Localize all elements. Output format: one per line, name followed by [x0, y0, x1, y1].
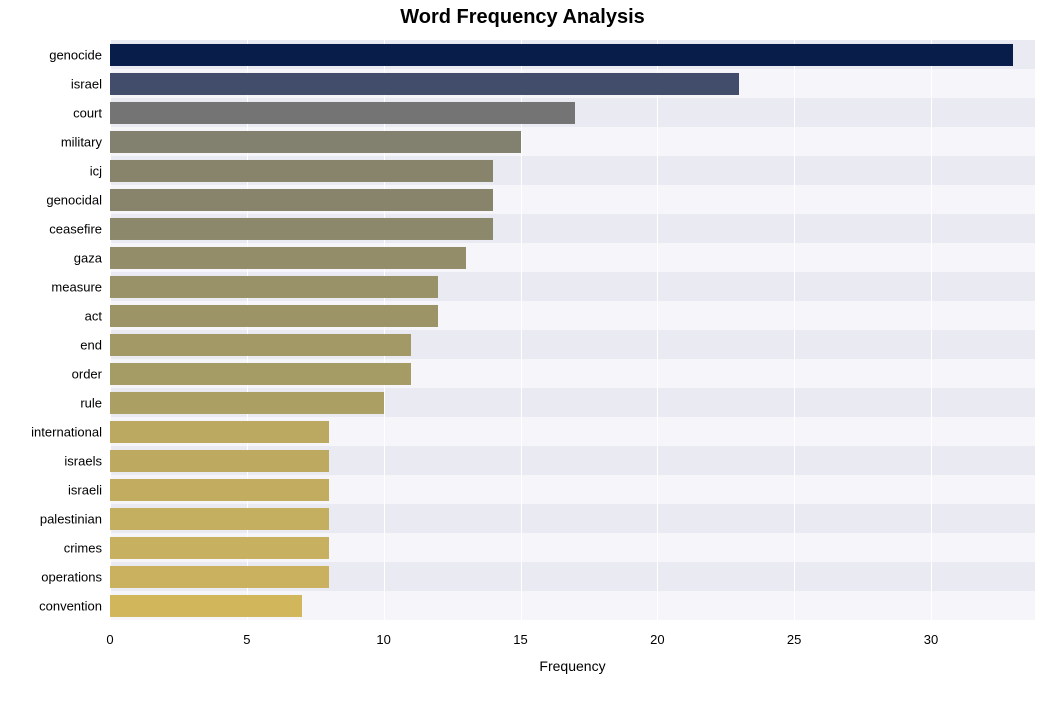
bar-row: act	[110, 301, 1035, 330]
y-label: court	[73, 105, 110, 120]
bar-row: operations	[110, 562, 1035, 591]
bar	[110, 101, 575, 123]
bar	[110, 188, 493, 210]
bar	[110, 594, 302, 616]
bar-row: crimes	[110, 533, 1035, 562]
y-label: ceasefire	[49, 221, 110, 236]
x-tick: 15	[513, 620, 527, 647]
bar-row: genocidal	[110, 185, 1035, 214]
bar-row: end	[110, 330, 1035, 359]
bar-row: israel	[110, 69, 1035, 98]
bar	[110, 159, 493, 181]
bar	[110, 275, 438, 297]
bar-row: international	[110, 417, 1035, 446]
bar-row: palestinian	[110, 504, 1035, 533]
x-tick: 10	[376, 620, 390, 647]
bar	[110, 217, 493, 239]
bar	[110, 449, 329, 471]
bar-row: ceasefire	[110, 214, 1035, 243]
bar	[110, 478, 329, 500]
y-label: israeli	[68, 482, 110, 497]
x-tick: 25	[787, 620, 801, 647]
gridline	[657, 40, 658, 620]
y-label: gaza	[74, 250, 110, 265]
gridline	[384, 40, 385, 620]
bar	[110, 391, 384, 413]
x-tick: 0	[106, 620, 113, 647]
y-label: palestinian	[40, 511, 110, 526]
bar	[110, 246, 466, 268]
gridline	[794, 40, 795, 620]
y-label: operations	[41, 569, 110, 584]
x-tick: 5	[243, 620, 250, 647]
word-frequency-chart: Word Frequency Analysis 051015202530geno…	[0, 0, 1045, 701]
gridline	[521, 40, 522, 620]
gridline	[931, 40, 932, 620]
bar	[110, 536, 329, 558]
y-label: international	[31, 424, 110, 439]
bar	[110, 333, 411, 355]
y-label: genocide	[49, 47, 110, 62]
x-tick: 30	[924, 620, 938, 647]
y-label: military	[61, 134, 110, 149]
bar-row: gaza	[110, 243, 1035, 272]
bar	[110, 130, 521, 152]
bar-row: rule	[110, 388, 1035, 417]
y-label: order	[72, 366, 110, 381]
bar	[110, 72, 739, 94]
chart-title: Word Frequency Analysis	[0, 6, 1045, 29]
y-label: crimes	[64, 540, 110, 555]
bar	[110, 507, 329, 529]
bar	[110, 565, 329, 587]
bar	[110, 304, 438, 326]
y-label: israels	[64, 453, 110, 468]
y-label: end	[80, 337, 110, 352]
x-axis-title: Frequency	[110, 658, 1035, 674]
gridline	[110, 40, 111, 620]
y-label: israel	[71, 76, 110, 91]
bar-row: genocide	[110, 40, 1035, 69]
gridline	[247, 40, 248, 620]
bar	[110, 43, 1013, 65]
y-label: measure	[51, 279, 110, 294]
y-label: convention	[39, 598, 110, 613]
bar-row: icj	[110, 156, 1035, 185]
bar-row: order	[110, 359, 1035, 388]
plot-area: 051015202530genocideisraelcourtmilitaryi…	[110, 40, 1035, 620]
bar	[110, 420, 329, 442]
bar-row: israeli	[110, 475, 1035, 504]
x-tick: 20	[650, 620, 664, 647]
bar	[110, 362, 411, 384]
bar-row: convention	[110, 591, 1035, 620]
y-label: genocidal	[46, 192, 110, 207]
bar-row: court	[110, 98, 1035, 127]
y-label: rule	[80, 395, 110, 410]
y-label: act	[85, 308, 110, 323]
y-label: icj	[90, 163, 110, 178]
bar-row: military	[110, 127, 1035, 156]
bar-row: israels	[110, 446, 1035, 475]
bar-row: measure	[110, 272, 1035, 301]
